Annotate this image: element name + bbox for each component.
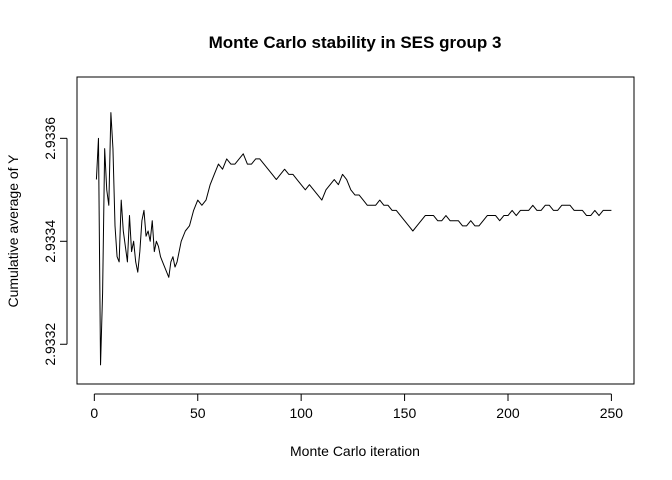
x-tick-label: 250 [600, 405, 624, 421]
x-tick-label: 0 [90, 405, 98, 421]
y-axis: 2.9332 2.9334 2.9336 [42, 117, 68, 366]
series-layer [95, 112, 612, 366]
x-tick-label: 50 [190, 405, 206, 421]
chart-title: Monte Carlo stability in SES group 3 [209, 33, 502, 52]
x-tick-label: 150 [393, 405, 417, 421]
series-line [95, 112, 612, 366]
plot-box [76, 76, 635, 385]
x-tick-label: 100 [289, 405, 313, 421]
x-axis-label: Monte Carlo iteration [290, 443, 420, 459]
y-tick-label: 2.9336 [42, 117, 58, 160]
x-tick-label: 200 [496, 405, 520, 421]
y-tick-label: 2.9334 [42, 220, 58, 263]
y-axis-label: Cumulative average of Y [5, 154, 21, 308]
y-tick-label: 2.9332 [42, 323, 58, 366]
x-axis: 0 50 100 150 200 250 [90, 393, 624, 421]
